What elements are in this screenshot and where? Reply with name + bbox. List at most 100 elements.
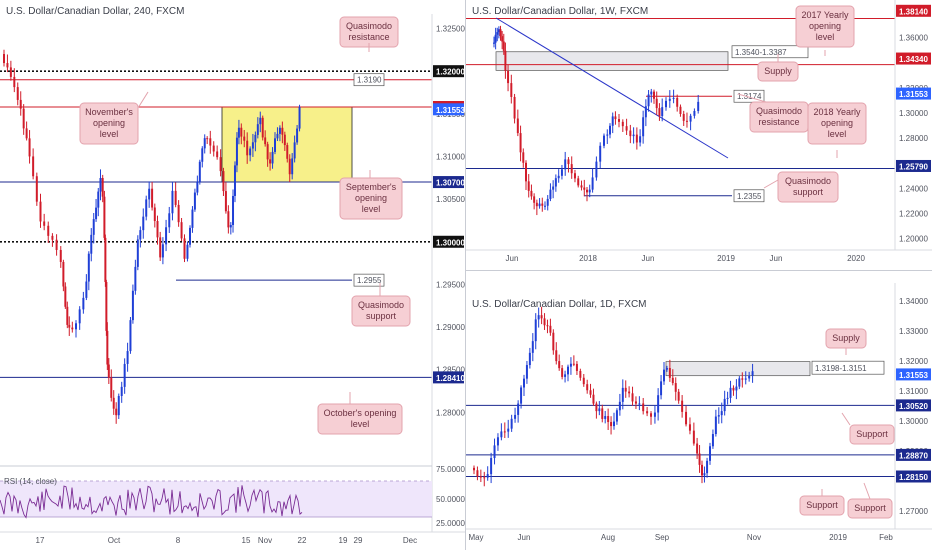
d1-candle-body <box>479 476 482 478</box>
h4-candle-body <box>264 137 267 145</box>
h4-x-tick-label: 8 <box>176 536 181 545</box>
w1-chart[interactable]: U.S. Dollar/Canadian Dollar, 1W, FXCM 1.… <box>466 0 932 270</box>
w1-candle-body <box>499 29 502 37</box>
d1-candle-body <box>604 416 607 419</box>
d1-candle-body <box>569 363 572 367</box>
h4-x-tick-label: 19 <box>339 536 348 545</box>
d1-candle-body <box>490 458 493 475</box>
w1-candle-body <box>525 162 527 182</box>
d1-y-tick-label: 1.32000 <box>899 357 928 366</box>
panel-divider-vertical <box>465 0 466 550</box>
h4-y-tick-label: 1.30500 <box>436 195 465 204</box>
h4-candle-body <box>233 165 236 196</box>
w1-candle-body <box>538 203 541 207</box>
d1-candle-body <box>582 377 585 385</box>
h4-candle-body <box>101 178 104 197</box>
h4-price-tag <box>433 103 464 116</box>
h4-candle-body <box>142 216 145 231</box>
h4-candle-body <box>159 237 162 258</box>
w1-supply-zone <box>495 51 729 71</box>
d1-candle-body <box>681 400 684 412</box>
h4-x-tick-label: 15 <box>242 536 251 545</box>
d1-candle-body <box>726 397 729 399</box>
d1-candle-body <box>751 371 754 376</box>
d1-candle-body <box>503 431 506 433</box>
d1-chart[interactable]: U.S. Dollar/Canadian Dollar, 1D, FXCM 1.… <box>466 271 932 550</box>
h4-candle-body <box>281 127 284 135</box>
h4-candle-body <box>240 127 243 137</box>
w1-candle-body <box>586 189 588 193</box>
w1-candle-body <box>693 110 696 116</box>
d1-candle-body <box>631 393 634 402</box>
h4-y-tick-label: 1.29500 <box>436 280 465 289</box>
h4-candle-body <box>259 117 262 125</box>
h4-candle-body <box>35 176 38 202</box>
w1-candle-body <box>665 100 667 108</box>
w1-candle-body <box>527 181 530 191</box>
h4-candle-body <box>151 188 154 208</box>
w1-price-tag <box>896 52 931 65</box>
h4-rsi-tick-label: 75.0000 <box>436 465 465 474</box>
h4-candle-body <box>201 148 204 162</box>
h4-candle-body <box>216 151 219 158</box>
d1-candle-body <box>748 375 751 379</box>
h4-candle-body <box>13 76 16 88</box>
d1-x-tick-label: Aug <box>601 533 615 542</box>
h4-candle-body <box>104 237 107 283</box>
h4-candle-body <box>261 117 264 138</box>
d1-candle-body <box>642 403 645 412</box>
h4-candle-body <box>51 235 54 240</box>
d1-candle-body <box>634 401 637 404</box>
d1-chart-title: U.S. Dollar/Canadian Dollar, 1D, FXCM <box>472 299 647 310</box>
d1-candle-body <box>507 428 510 432</box>
h4-candle-body <box>82 297 85 310</box>
d1-callout-text: Support <box>854 503 886 513</box>
d1-candle-body <box>525 365 528 379</box>
w1-callout-text: Quasimodo support <box>785 176 831 197</box>
h4-candle-body <box>39 201 42 222</box>
h4-candle-body <box>22 108 25 129</box>
h4-candle-body <box>6 63 9 68</box>
w1-candle-body <box>544 205 546 207</box>
h4-callout-text: September's opening level <box>346 182 397 214</box>
d1-candle-body <box>618 401 621 411</box>
h4-x-tick-label: Oct <box>108 536 121 545</box>
h4-candle-body <box>293 142 296 159</box>
d1-candle-body <box>688 424 691 431</box>
h4-rsi-band <box>0 481 432 517</box>
d1-candle-body <box>703 473 706 476</box>
d1-candle-body <box>564 374 567 377</box>
h4-candle-body <box>78 309 81 324</box>
h4-candle-body <box>193 192 196 210</box>
d1-candle-body <box>537 315 540 320</box>
h4-y-tick-label: 1.31000 <box>436 152 465 161</box>
h4-chart[interactable]: U.S. Dollar/Canadian Dollar, 240, FXCM 1… <box>0 0 465 550</box>
h4-candle-body <box>112 397 115 409</box>
d1-candle-body <box>706 460 709 474</box>
h4-candle-body <box>99 178 102 192</box>
d1-y-tick-label: 1.33000 <box>899 327 928 336</box>
d1-x-tick-label: Feb <box>879 533 893 542</box>
h4-candle-body <box>189 227 191 245</box>
w1-candle-body <box>653 91 655 99</box>
d1-candle-body <box>660 381 663 396</box>
w1-trend-line <box>495 17 729 159</box>
h4-candle-body <box>283 134 286 146</box>
d1-callout-text: Supply <box>832 333 860 343</box>
h4-rsi-line <box>0 485 303 519</box>
w1-candle-body <box>632 134 635 137</box>
h4-candle-body <box>92 219 95 235</box>
w1-candle-body <box>493 42 495 44</box>
d1-candle-body <box>615 410 618 422</box>
h4-candle-body <box>249 148 252 156</box>
d1-candle-body <box>592 394 595 404</box>
h4-candle-body <box>171 190 174 214</box>
w1-candle-body <box>504 50 507 71</box>
d1-candle-body <box>546 325 549 327</box>
h4-candle-body <box>64 286 67 307</box>
w1-candle-body <box>546 198 549 206</box>
d1-candle-body <box>493 445 496 459</box>
d1-candle-body <box>624 387 627 392</box>
d1-price-tag <box>896 448 931 461</box>
d1-candle-body <box>586 384 589 391</box>
